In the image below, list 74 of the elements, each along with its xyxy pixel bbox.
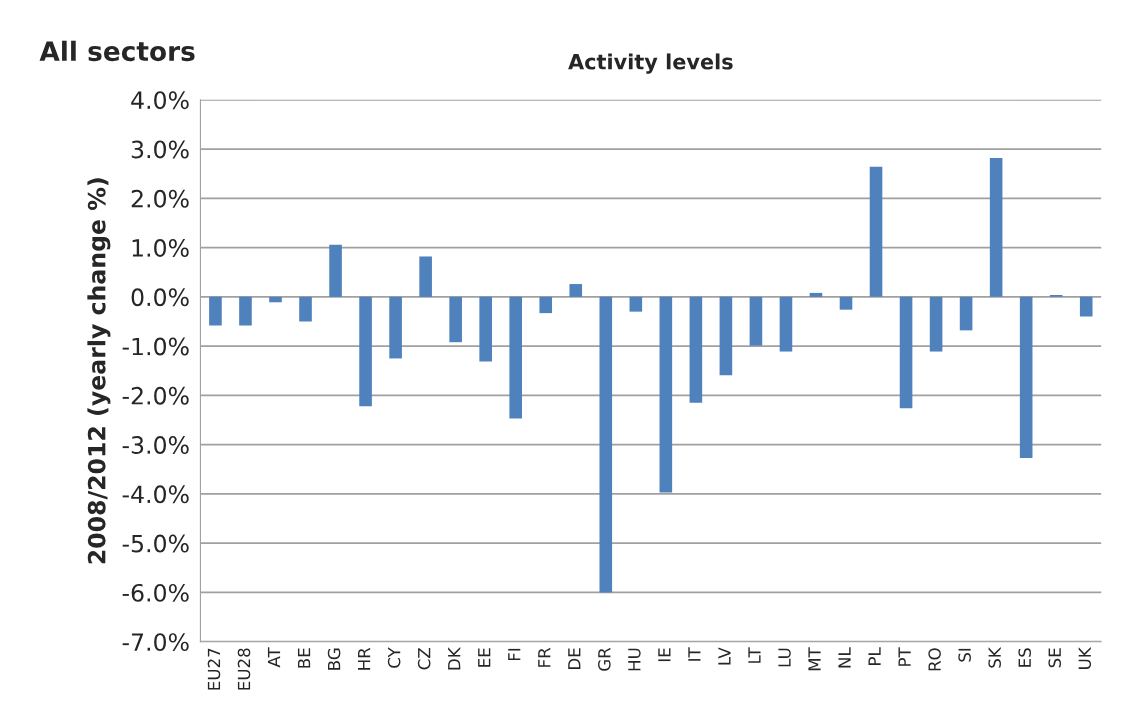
x-tick-label: LU	[778, 648, 791, 667]
y-tick-label: 3.0%	[131, 140, 189, 159]
x-tick-label: HU	[628, 648, 641, 671]
x-tick-label: AT	[267, 647, 281, 668]
bar	[959, 296, 973, 331]
bar	[359, 296, 372, 407]
x-tick-label: PL	[868, 647, 881, 665]
bar	[479, 296, 492, 362]
x-tick-label: MT	[808, 647, 821, 671]
bar	[1019, 296, 1033, 458]
bar	[389, 296, 402, 359]
y-tick-label: -1.0%	[122, 337, 189, 356]
x-tick-label: UK	[1078, 646, 1092, 669]
bar	[659, 296, 673, 493]
bar	[509, 296, 523, 419]
x-tick-label: GR	[598, 647, 611, 671]
bar	[329, 244, 342, 297]
x-tick-label: ES	[1018, 648, 1031, 667]
y-tick-label: -6.0%	[122, 583, 189, 602]
x-tick-label: NL	[838, 647, 851, 668]
x-tick-label: RO	[928, 648, 941, 671]
bar	[839, 296, 853, 310]
bar	[239, 296, 252, 326]
bar	[449, 296, 462, 343]
x-tick-label: PT	[898, 647, 911, 666]
bar	[749, 296, 763, 346]
x-tick-label: LT	[748, 647, 761, 663]
bar	[1079, 296, 1093, 317]
bar	[599, 296, 613, 593]
y-tick-label: -4.0%	[122, 485, 189, 504]
x-tick-label: FI	[508, 648, 521, 661]
x-tick-label: HR	[358, 647, 371, 670]
bar	[299, 296, 312, 322]
x-tick-label: SE	[1048, 648, 1062, 668]
text: All sectors	[39, 40, 195, 62]
x-tick-label: IE	[658, 648, 671, 662]
y-tick-label: 4.0%	[131, 91, 189, 110]
bar	[419, 256, 432, 297]
x-tick-label: BG	[327, 648, 341, 670]
x-tick-label: EU28	[237, 648, 251, 690]
y-tick-label: -2.0%	[122, 386, 189, 405]
bar	[569, 284, 583, 297]
x-tick-label: DE	[568, 648, 581, 669]
x-tick-label: IT	[688, 647, 701, 661]
x-tick-label: FR	[538, 647, 551, 667]
y-tick-label: -3.0%	[122, 436, 189, 454]
y-tick-label: 0.0%	[131, 288, 189, 307]
y-tick-label: 2.0%	[131, 189, 189, 208]
chart-title: Activity levels	[568, 53, 733, 74]
x-tick-label: EE	[478, 648, 491, 667]
x-tick-label: LV	[718, 647, 731, 665]
bar	[269, 296, 282, 303]
x-tick-label: CZ	[417, 648, 431, 670]
bar	[899, 296, 913, 409]
y-axis-title: 2008/2012 (yearly change %)	[87, 178, 111, 564]
x-tick-label: BE	[297, 648, 311, 668]
bar	[809, 292, 823, 297]
y-tick-label: -5.0%	[122, 534, 189, 553]
bar	[779, 296, 793, 352]
y-tick-label: -7.0%	[122, 633, 189, 652]
bar	[989, 157, 1003, 297]
x-tick-label: EU27	[207, 648, 221, 690]
x-tick-label: SI	[958, 648, 971, 662]
x-tick-label: DK	[448, 646, 461, 670]
bar	[719, 296, 733, 376]
y-tick-label: 1.0%	[132, 239, 189, 257]
bar	[929, 296, 943, 352]
bar	[629, 296, 643, 312]
bar	[209, 296, 222, 326]
bar	[539, 296, 553, 314]
bar	[869, 166, 883, 297]
x-tick-label: SK	[988, 646, 1001, 668]
x-tick-label: CY	[387, 647, 401, 668]
bar	[689, 296, 703, 403]
